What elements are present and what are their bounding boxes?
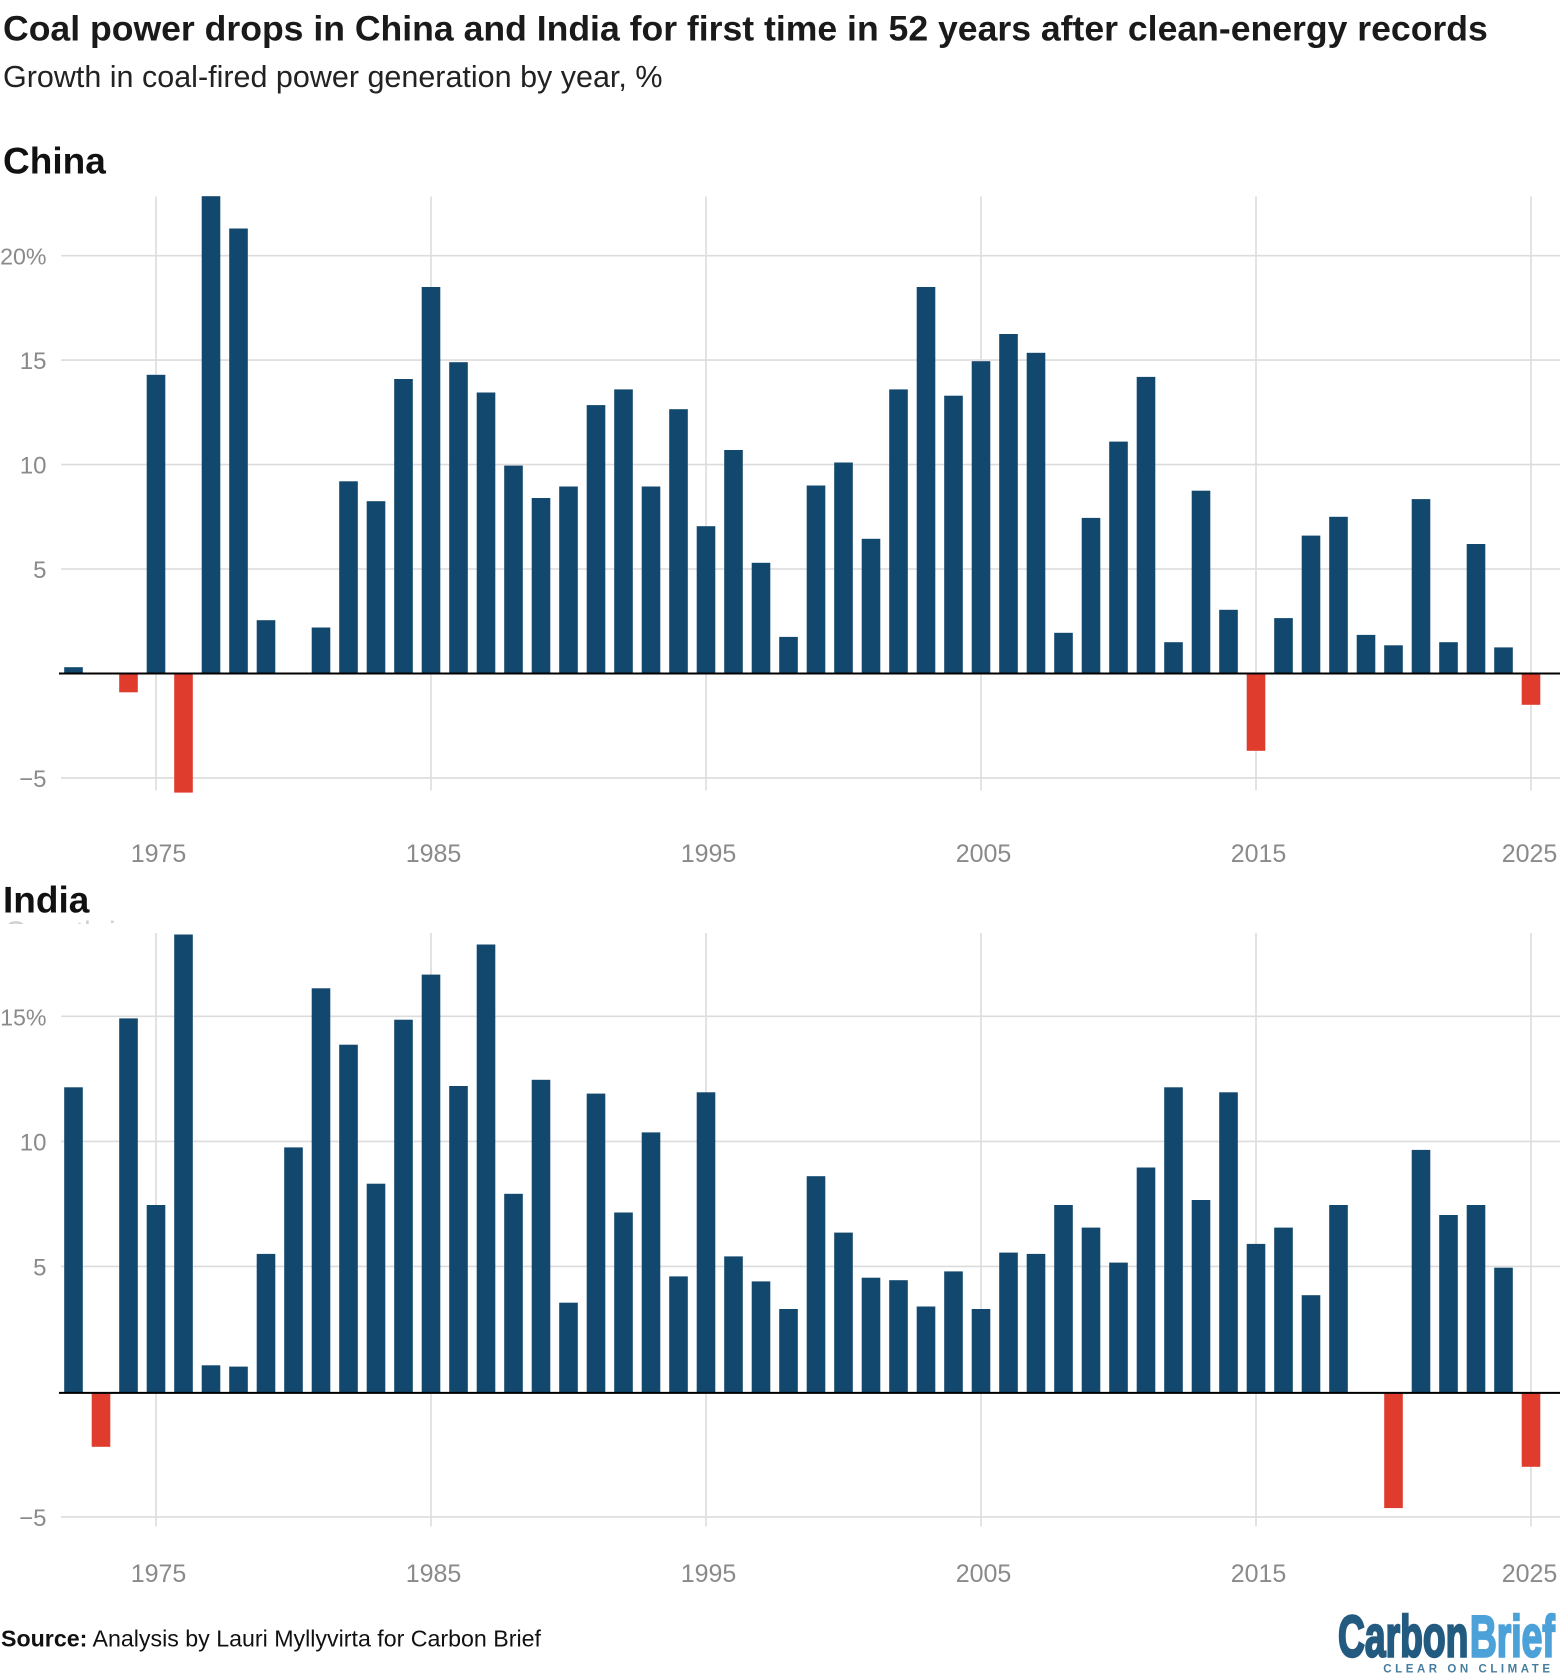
svg-text:2025: 2025 bbox=[1502, 840, 1558, 868]
svg-text:2025: 2025 bbox=[1502, 1560, 1558, 1588]
svg-text:10: 10 bbox=[20, 453, 47, 480]
svg-text:CLEAR ON CLIMATE: CLEAR ON CLIMATE bbox=[1383, 1664, 1553, 1676]
svg-text:Carbon: Carbon bbox=[1338, 1605, 1468, 1669]
svg-text:2015: 2015 bbox=[1231, 840, 1287, 868]
svg-text:15%: 15% bbox=[0, 1004, 46, 1030]
svg-text:Growth in coal-fired power gen: Growth in coal-fired power generation by… bbox=[3, 60, 662, 94]
svg-text:2005: 2005 bbox=[956, 1560, 1012, 1588]
svg-text:15: 15 bbox=[20, 348, 47, 375]
svg-text:−5: −5 bbox=[19, 1505, 46, 1532]
svg-text:1985: 1985 bbox=[406, 840, 462, 868]
svg-text:1985: 1985 bbox=[406, 1560, 462, 1588]
svg-text:2015: 2015 bbox=[1231, 1560, 1287, 1588]
svg-text:1995: 1995 bbox=[681, 1560, 737, 1588]
svg-text:China: China bbox=[3, 141, 106, 182]
svg-text:1975: 1975 bbox=[131, 840, 187, 868]
svg-text:20%: 20% bbox=[0, 244, 46, 270]
svg-text:5: 5 bbox=[33, 557, 46, 584]
svg-text:2005: 2005 bbox=[956, 840, 1012, 868]
svg-text:10: 10 bbox=[20, 1129, 47, 1156]
svg-text:Coal power drops in China and: Coal power drops in China and India for … bbox=[3, 9, 1488, 49]
svg-text:−5: −5 bbox=[19, 766, 46, 793]
svg-text:1975: 1975 bbox=[131, 1560, 187, 1588]
svg-text:India: India bbox=[3, 880, 90, 921]
svg-text:5: 5 bbox=[33, 1254, 46, 1281]
svg-text:1995: 1995 bbox=[681, 840, 737, 868]
svg-text:Brief: Brief bbox=[1470, 1605, 1555, 1669]
svg-text:Source: Analysis by Lauri Myll: Source: Analysis by Lauri Myllyvirta for… bbox=[1, 1626, 542, 1652]
